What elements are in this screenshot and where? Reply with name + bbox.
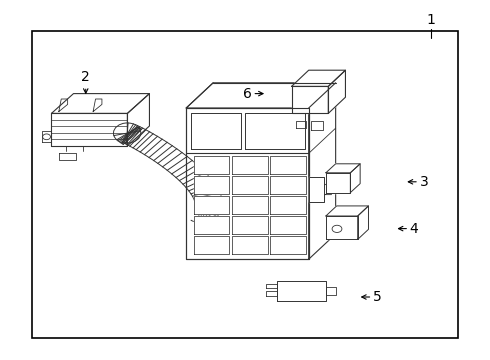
Polygon shape — [232, 216, 268, 234]
Polygon shape — [309, 176, 324, 202]
Polygon shape — [186, 108, 309, 259]
Polygon shape — [309, 83, 336, 259]
Polygon shape — [266, 284, 277, 288]
Text: 3: 3 — [419, 175, 428, 189]
Polygon shape — [245, 113, 305, 149]
Polygon shape — [292, 86, 328, 113]
Polygon shape — [292, 70, 345, 86]
Polygon shape — [266, 291, 277, 296]
Polygon shape — [311, 121, 323, 130]
Text: 6: 6 — [243, 87, 252, 100]
Polygon shape — [277, 281, 326, 301]
Polygon shape — [326, 164, 360, 173]
Polygon shape — [194, 156, 229, 174]
Polygon shape — [350, 164, 360, 193]
Polygon shape — [59, 153, 76, 160]
Polygon shape — [59, 99, 68, 112]
Text: 5: 5 — [373, 290, 382, 304]
Polygon shape — [194, 176, 229, 194]
Text: 2: 2 — [81, 71, 90, 84]
Polygon shape — [42, 131, 51, 142]
Polygon shape — [232, 176, 268, 194]
Polygon shape — [270, 216, 306, 234]
Polygon shape — [194, 196, 229, 214]
Polygon shape — [326, 206, 368, 216]
Text: 1: 1 — [427, 13, 436, 27]
Polygon shape — [51, 94, 149, 113]
Polygon shape — [270, 196, 306, 214]
Polygon shape — [270, 156, 306, 174]
Polygon shape — [232, 236, 268, 254]
Polygon shape — [194, 216, 229, 234]
Polygon shape — [358, 206, 368, 239]
Polygon shape — [191, 113, 241, 149]
Bar — [32, 31, 458, 338]
Polygon shape — [51, 113, 127, 146]
Polygon shape — [194, 236, 229, 254]
Polygon shape — [326, 216, 358, 239]
Polygon shape — [232, 196, 268, 214]
Polygon shape — [270, 176, 306, 194]
Text: 4: 4 — [410, 222, 418, 235]
Polygon shape — [328, 70, 345, 113]
Polygon shape — [232, 156, 268, 174]
Polygon shape — [127, 94, 149, 146]
Polygon shape — [270, 236, 306, 254]
Polygon shape — [326, 173, 350, 193]
Polygon shape — [326, 287, 336, 294]
Polygon shape — [296, 121, 306, 128]
Polygon shape — [186, 83, 336, 108]
Polygon shape — [93, 99, 102, 112]
